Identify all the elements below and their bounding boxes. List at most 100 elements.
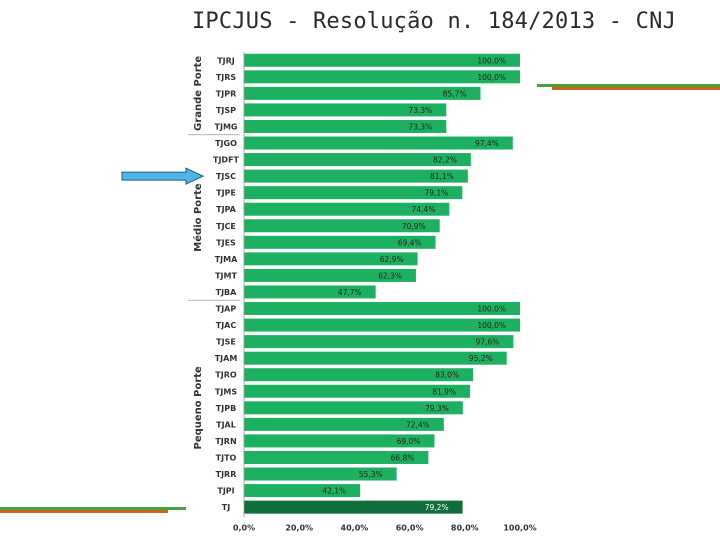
value-label-tjal: 72,4% <box>406 420 430 429</box>
accent-line-bottom-orange <box>0 510 168 513</box>
highlight-arrow-icon <box>121 167 205 185</box>
category-label-tjro: TJRO <box>215 371 237 380</box>
value-label-tjce: 70,9% <box>402 222 426 231</box>
value-label-tjpa: 74,4% <box>412 205 436 214</box>
bar-tjmt <box>244 268 416 282</box>
page-title: IPCJUS - Resolução n. 184/2013 - CNJ <box>191 9 677 34</box>
value-label-tjpi: 42,1% <box>322 487 346 496</box>
bar-tjpi <box>244 484 361 498</box>
bar-tjap <box>244 302 520 316</box>
accent-line-top-orange <box>552 87 720 90</box>
category-label-tjba: TJBA <box>216 288 238 297</box>
category-label-tjpr: TJPR <box>216 89 236 98</box>
category-label-tjes: TJES <box>216 238 236 247</box>
bar-tjpr <box>244 86 481 100</box>
value-label-tjms: 81,9% <box>432 387 456 396</box>
bar-tjac <box>244 318 520 332</box>
bar-tjms <box>244 384 471 398</box>
category-label-tjce: TJCE <box>216 222 236 231</box>
category-label-tjpb: TJPB <box>216 404 236 413</box>
category-label-tjsc: TJSC <box>216 172 236 181</box>
category-label-tjpa: TJPA <box>216 205 237 214</box>
accent-line-top-green <box>537 84 720 87</box>
value-label-tjto: 66,8% <box>391 453 415 462</box>
value-label-tjam: 95,2% <box>469 354 493 363</box>
bar-tjmg <box>244 119 447 133</box>
category-label-tjpi: TJPI <box>217 487 234 496</box>
value-label-tj: 79,2% <box>425 503 449 512</box>
bar-tjrr <box>244 467 397 481</box>
bar-tjes <box>244 235 436 249</box>
bar-tjam <box>244 351 507 365</box>
x-tick-label: 60,0% <box>396 523 424 532</box>
value-label-tjpe: 79,1% <box>424 189 448 198</box>
value-label-tjma: 62,9% <box>380 255 404 264</box>
category-label-tjal: TJAL <box>216 420 236 429</box>
bar-tjal <box>244 417 444 431</box>
category-label-tjgo: TJGO <box>215 139 237 148</box>
bar-tjsc <box>244 169 468 183</box>
value-label-tjrn: 69,0% <box>397 437 421 446</box>
group-label-0: Grande Porte <box>193 56 204 131</box>
x-tick-label: 0,0% <box>233 523 255 532</box>
category-label-tjmt: TJMT <box>215 271 237 280</box>
value-label-tjmt: 62,3% <box>378 271 402 280</box>
bar-tjto <box>244 450 429 464</box>
bar-tjro <box>244 368 474 382</box>
value-label-tjgo: 97,4% <box>475 139 499 148</box>
value-label-tjrj: 100,0% <box>477 56 506 65</box>
category-label-tj: TJ <box>222 503 230 512</box>
group-label-2: Pequeno Porte <box>193 366 204 450</box>
value-label-tjdft: 82,2% <box>433 156 457 165</box>
bar-tjrn <box>244 434 435 448</box>
category-label-tjrn: TJRN <box>215 437 236 446</box>
value-label-tjes: 69,4% <box>398 238 422 247</box>
value-label-tjmg: 73,3% <box>408 122 432 131</box>
category-label-tjsp: TJSP <box>216 106 236 115</box>
bar-tjdft <box>244 153 471 167</box>
value-label-tjba: 47,7% <box>338 288 362 297</box>
x-tick-label: 40,0% <box>341 523 369 532</box>
value-label-tjap: 100,0% <box>477 305 506 314</box>
accent-line-bottom-green <box>0 507 186 510</box>
x-tick-label: 100,0% <box>503 523 536 532</box>
value-label-tjsp: 73,3% <box>408 106 432 115</box>
category-label-tjac: TJAC <box>216 321 237 330</box>
bar-tjpa <box>244 202 450 216</box>
bar-tjrs <box>244 70 520 84</box>
category-label-tjrj: TJRJ <box>217 56 235 65</box>
bar-tjrj <box>244 53 520 67</box>
x-tick-label: 20,0% <box>285 523 313 532</box>
category-label-tjrs: TJRS <box>216 73 237 82</box>
category-label-tjms: TJMS <box>215 387 237 396</box>
value-label-tjse: 97,6% <box>476 338 500 347</box>
value-label-tjsc: 81,1% <box>430 172 454 181</box>
bar-tjgo <box>244 136 513 150</box>
value-label-tjrr: 55,3% <box>359 470 383 479</box>
value-label-tjrs: 100,0% <box>477 73 506 82</box>
category-label-tjpe: TJPE <box>216 189 236 198</box>
category-label-tjap: TJAP <box>216 305 237 314</box>
value-label-tjpr: 85,7% <box>443 89 467 98</box>
bar-tjpb <box>244 401 463 415</box>
bar-tj <box>244 500 463 514</box>
category-label-tjam: TJAM <box>215 354 238 363</box>
category-label-tjdft: TJDFT <box>213 156 240 165</box>
group-label-1: Médio Porte <box>192 183 204 252</box>
bar-tjsp <box>244 103 447 117</box>
category-label-tjto: TJTO <box>216 453 237 462</box>
value-label-tjro: 83,0% <box>435 371 459 380</box>
bar-tjce <box>244 219 440 233</box>
x-tick-label: 80,0% <box>451 523 479 532</box>
category-label-tjma: TJMA <box>215 255 238 264</box>
bar-tjba <box>244 285 376 299</box>
bar-tjma <box>244 252 418 266</box>
value-label-tjac: 100,0% <box>477 321 506 330</box>
category-label-tjmg: TJMG <box>215 122 238 131</box>
category-label-tjrr: TJRR <box>216 470 237 479</box>
bar-tjpe <box>244 186 463 200</box>
category-label-tjse: TJSE <box>216 338 236 347</box>
bar-tjse <box>244 335 514 349</box>
value-label-tjpb: 79,3% <box>425 404 449 413</box>
